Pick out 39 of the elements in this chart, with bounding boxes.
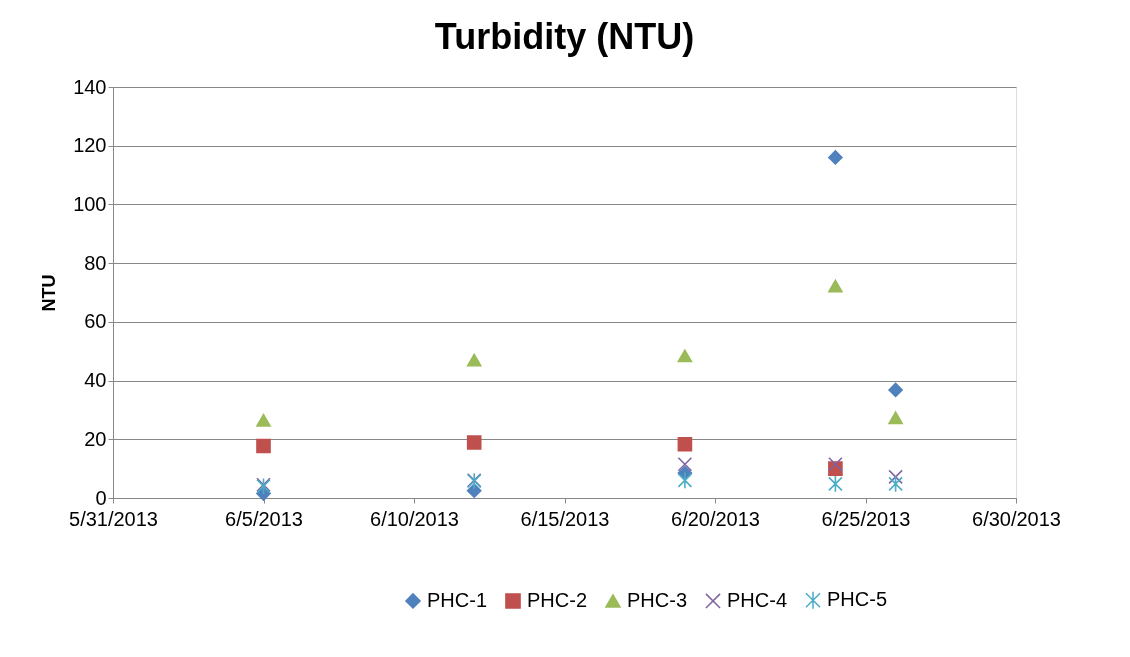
point [256, 413, 271, 427]
legend-label: PHC-4 [727, 588, 788, 611]
x-tick-label: 6/30/2013 [972, 507, 1061, 530]
point [677, 349, 693, 363]
x-tick-label: 6/10/2013 [370, 507, 459, 530]
point [828, 279, 843, 293]
x-tick-label: 6/20/2013 [671, 507, 760, 530]
point [888, 475, 903, 493]
legend-label: PHC-5 [827, 588, 888, 611]
legend-label: PHC-1 [427, 588, 488, 611]
y-tick-label: 60 [84, 310, 107, 333]
y-tick-label: 100 [73, 192, 107, 215]
point [828, 456, 843, 472]
point [677, 436, 693, 452]
legend-label: PHC-3 [627, 589, 688, 611]
y-tick-label: 120 [73, 134, 107, 157]
y-tick-label: 140 [73, 75, 107, 98]
point [256, 438, 271, 454]
x-tick-label: 6/15/2013 [520, 507, 610, 530]
y-tick-label: 40 [84, 369, 107, 392]
x-tick-label: 6/25/2013 [821, 507, 911, 530]
point [677, 456, 693, 472]
point [466, 483, 482, 498]
point [677, 471, 693, 490]
y-tick-label: 20 [84, 427, 107, 450]
point [828, 150, 843, 165]
legend-label: PHC-2 [527, 588, 588, 611]
chart-title: Turbidity (NTU) [434, 16, 695, 57]
point [466, 435, 482, 450]
y-axis-title: NTU [39, 274, 60, 312]
point [888, 469, 903, 485]
y-tick-label: 80 [84, 251, 107, 274]
x-tick-label: 6/5/2013 [225, 507, 303, 530]
x-tick-label: 5/31/2013 [69, 507, 158, 530]
point [466, 353, 482, 367]
y-tick-label: 0 [95, 486, 107, 509]
point [888, 411, 903, 425]
point [888, 382, 903, 398]
point [828, 475, 843, 493]
